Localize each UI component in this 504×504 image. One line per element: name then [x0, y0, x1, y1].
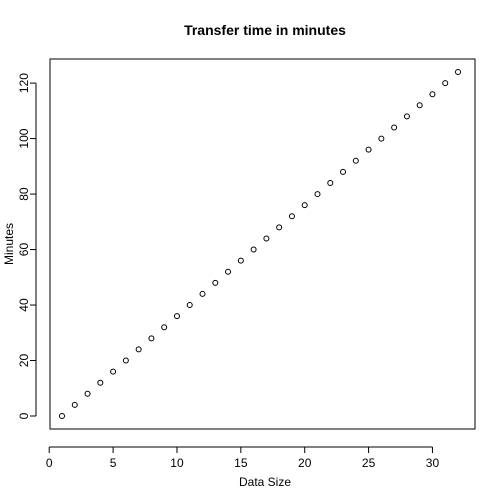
x-tick-label: 10: [170, 456, 184, 470]
data-point: [391, 124, 398, 131]
data-point: [186, 302, 193, 309]
data-point: [340, 168, 347, 175]
data-point: [327, 179, 334, 186]
data-point: [288, 213, 295, 220]
data-point: [237, 257, 244, 264]
data-point: [59, 413, 65, 419]
data-point: [314, 191, 321, 198]
data-point: [84, 390, 91, 397]
data-point: [365, 146, 372, 153]
y-tick-label: 80: [17, 187, 31, 201]
data-point: [442, 80, 449, 87]
data-point: [122, 357, 129, 364]
x-tick-label: 5: [110, 456, 117, 470]
y-tick-label: 20: [17, 354, 31, 368]
data-point: [97, 379, 104, 386]
x-tick-label: 0: [46, 456, 53, 470]
y-tick-label: 40: [17, 298, 31, 312]
y-tick-label: 60: [17, 243, 31, 257]
data-point: [212, 279, 219, 286]
y-axis: 0 20 40 60 80 100 120: [17, 73, 37, 419]
data-point: [199, 290, 206, 297]
x-axis-label: Data Size: [239, 475, 291, 489]
data-point: [135, 346, 142, 353]
data-point: [416, 102, 423, 109]
y-tick-label: 120: [17, 73, 31, 93]
data-point: [378, 135, 385, 142]
data-point: [263, 235, 270, 242]
data-point: [225, 268, 232, 275]
data-point: [429, 91, 436, 98]
data-point: [148, 335, 155, 342]
data-point: [352, 157, 359, 164]
data-point: [161, 324, 168, 331]
data-point: [276, 224, 283, 231]
data-point: [403, 113, 410, 120]
x-axis: 0 5 10 15 20 25 30: [46, 446, 440, 470]
data-point: [110, 368, 117, 375]
plot-frame: [49, 58, 476, 430]
y-axis-label: Minutes: [2, 223, 16, 265]
data-points: [59, 69, 461, 419]
data-point: [71, 401, 78, 408]
data-point: [250, 246, 257, 253]
x-tick-label: 25: [362, 456, 376, 470]
chart-title: Transfer time in minutes: [184, 22, 346, 38]
x-tick-label: 15: [234, 456, 248, 470]
data-point: [455, 69, 461, 75]
data-point: [173, 313, 180, 320]
y-tick-label: 100: [17, 128, 31, 148]
x-tick-label: 30: [426, 456, 440, 470]
data-point: [301, 202, 308, 209]
y-tick-label: 0: [17, 412, 31, 419]
x-tick-label: 20: [298, 456, 312, 470]
